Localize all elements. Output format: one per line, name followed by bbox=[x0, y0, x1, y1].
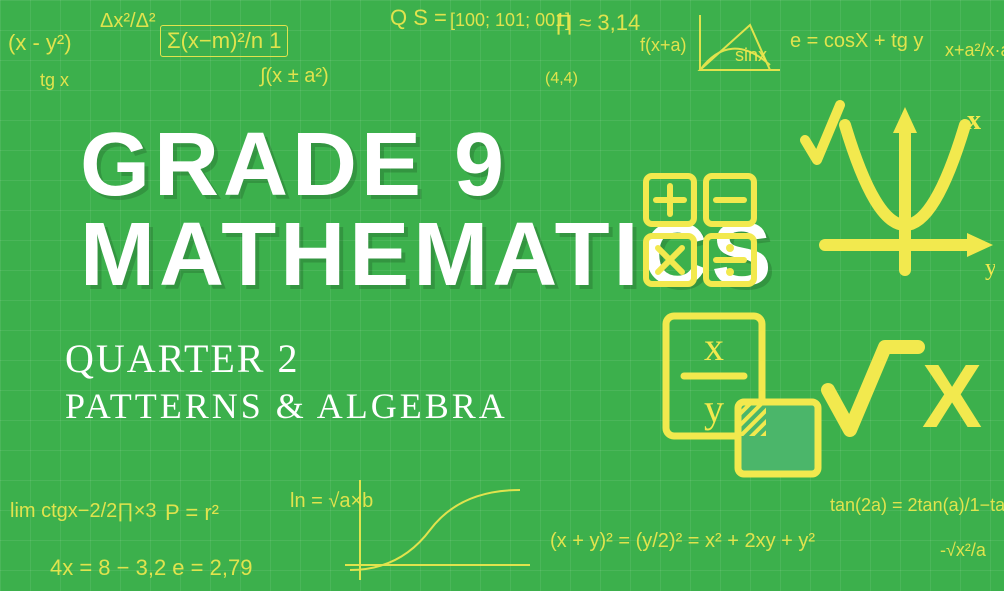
subtitle-topic: PATTERNS & ALGEBRA bbox=[65, 385, 508, 427]
doodle: (x - y²) bbox=[8, 30, 72, 56]
parabola-axes-icon: x y bbox=[795, 95, 995, 295]
doodle-curve-icon bbox=[340, 470, 540, 590]
doodle: tg x bbox=[40, 70, 69, 91]
doodle: Δx²/Δ² bbox=[100, 10, 156, 33]
doodle: ∫(x ± a²) bbox=[260, 65, 329, 88]
operations-grid-icon bbox=[640, 170, 760, 290]
doodle: tan(2a) = 2tan(a)/1−tan²(a) bbox=[830, 495, 1004, 516]
doodle: Q S = bbox=[390, 5, 447, 31]
sqrt-x-icon: X bbox=[820, 335, 995, 445]
doodle-graph-icon bbox=[690, 10, 790, 80]
doodle: P = r² bbox=[165, 500, 219, 526]
doodle: x+a²/x·a bbox=[945, 40, 1004, 61]
svg-text:y: y bbox=[985, 255, 995, 281]
doodle: Σ(x−m)²/n 1 bbox=[160, 25, 288, 57]
svg-text:x: x bbox=[967, 105, 981, 136]
svg-text:X: X bbox=[922, 347, 982, 445]
doodle: f(x+a) bbox=[640, 35, 687, 56]
svg-text:x: x bbox=[704, 324, 724, 369]
doodle: -√x²/a bbox=[940, 540, 986, 561]
doodle: (4,4) bbox=[545, 70, 578, 88]
svg-text:y: y bbox=[704, 386, 724, 431]
doodle: lim ctgx−2/2∏×3 bbox=[10, 500, 157, 523]
subtitle-quarter: QUARTER 2 bbox=[65, 335, 299, 382]
doodle: (x + y)² = (y/2)² = x² + 2xy + y² bbox=[550, 530, 815, 553]
doodle: e = cosX + tg y bbox=[790, 30, 923, 53]
fraction-box-icon: x y bbox=[660, 310, 830, 480]
doodle: 4x = 8 − 3,2 e = 2,79 bbox=[50, 555, 252, 581]
doodle: [100; 101; 001] bbox=[450, 10, 570, 31]
doodle: ∏ ≈ 3,14 bbox=[555, 10, 640, 36]
math-cover: (x - y²) Δx²/Δ² Σ(x−m)²/n 1 ∫(x ± a²) Q … bbox=[0, 0, 1004, 591]
